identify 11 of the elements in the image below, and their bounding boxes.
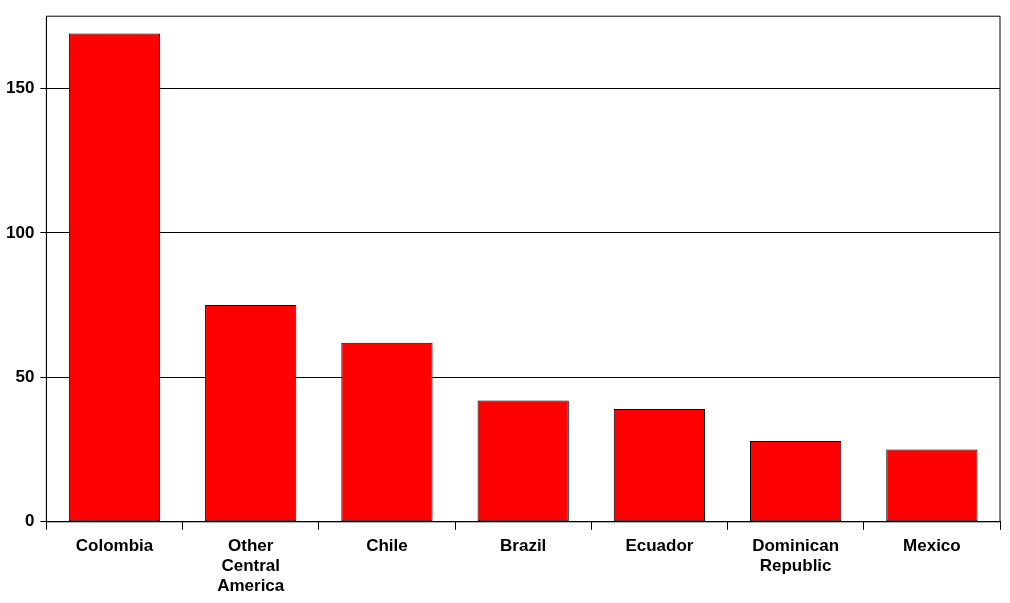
y-tick-label: 50: [15, 367, 35, 387]
x-tick-label: Ecuador: [625, 535, 694, 555]
y-tick-label: 0: [24, 511, 35, 531]
x-tick-label: Dominican Republic: [752, 535, 840, 576]
x-tick-label: Chile: [366, 535, 408, 555]
y-tick-label: 100: [5, 222, 35, 242]
x-tick-label: Mexico: [903, 535, 961, 555]
x-tick-label: Other Central America: [217, 535, 285, 596]
x-tick-label: Brazil: [500, 535, 547, 555]
y-tick-label: 150: [5, 78, 35, 98]
x-tick-label: Colombia: [75, 535, 154, 555]
